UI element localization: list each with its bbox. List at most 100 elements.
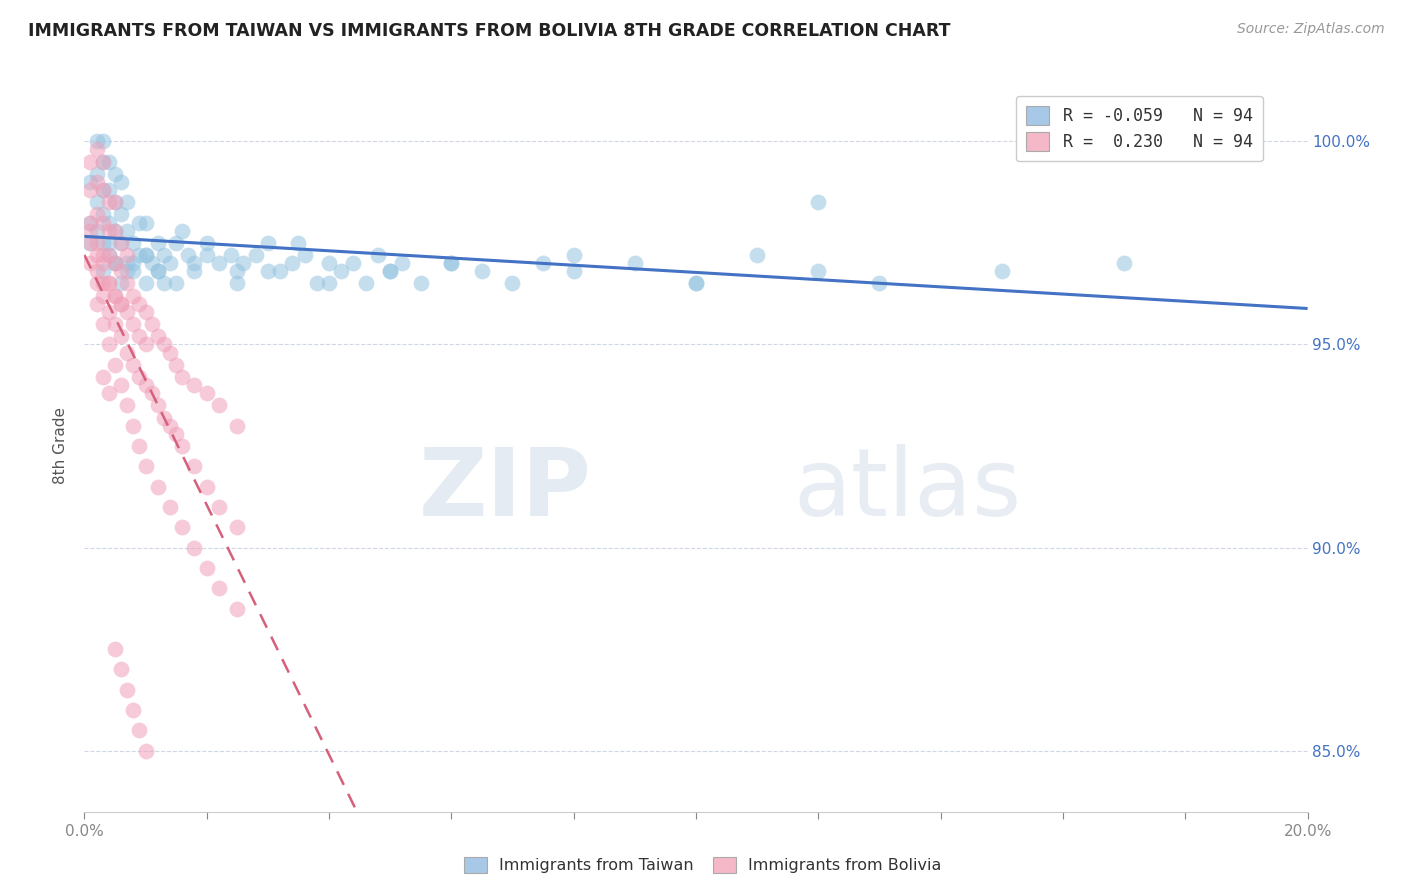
Text: Source: ZipAtlas.com: Source: ZipAtlas.com (1237, 22, 1385, 37)
Point (135, 459, 157, 474)
Point (122, 264, 145, 278)
Point (128, 248, 150, 262)
Point (195, 235, 218, 250)
Point (110, 329, 132, 343)
Point (159, 256, 181, 270)
Point (318, 277, 340, 291)
Point (104, 358, 127, 372)
Point (104, 195, 127, 210)
Point (141, 256, 163, 270)
Point (153, 248, 176, 262)
Point (79, 215, 101, 229)
Point (195, 386, 218, 401)
Point (685, 277, 707, 291)
Point (991, 264, 1014, 278)
Point (91, 154, 114, 169)
Point (135, 248, 157, 262)
Point (86, 235, 108, 250)
Point (159, 345, 181, 359)
Point (91, 370, 114, 384)
Point (183, 541, 205, 555)
Point (226, 418, 249, 433)
Text: IMMIGRANTS FROM TAIWAN VS IMMIGRANTS FROM BOLIVIA 8TH GRADE CORRELATION CHART: IMMIGRANTS FROM TAIWAN VS IMMIGRANTS FRO… (28, 22, 950, 40)
Point (146, 264, 169, 278)
Point (97, 183, 120, 197)
Point (305, 277, 328, 291)
Point (471, 264, 494, 278)
Point (159, 418, 181, 433)
Point (79, 224, 101, 238)
Point (183, 378, 205, 392)
Point (104, 195, 127, 210)
Point (208, 256, 231, 270)
Point (1114, 256, 1136, 270)
Point (91, 256, 114, 270)
Point (122, 703, 145, 717)
Point (97, 195, 120, 210)
Point (135, 215, 157, 229)
Point (86, 195, 108, 210)
Point (128, 215, 150, 229)
Point (183, 264, 205, 278)
Point (97, 305, 120, 319)
Point (110, 277, 132, 291)
Point (257, 264, 280, 278)
Point (91, 215, 114, 229)
Point (226, 601, 249, 615)
Point (91, 288, 114, 302)
Point (97, 386, 120, 401)
Text: ZIP: ZIP (419, 444, 592, 536)
Point (165, 358, 187, 372)
Point (135, 305, 157, 319)
Point (97, 235, 120, 250)
Point (104, 167, 127, 181)
Point (97, 224, 120, 238)
Point (91, 277, 114, 291)
Point (122, 358, 145, 372)
Point (91, 235, 114, 250)
Point (86, 248, 108, 262)
Point (86, 175, 108, 189)
Point (232, 256, 254, 270)
Point (91, 134, 114, 148)
Point (159, 500, 181, 514)
Point (135, 744, 157, 758)
Point (685, 277, 707, 291)
Point (318, 256, 340, 270)
Point (562, 248, 585, 262)
Point (146, 264, 169, 278)
Point (97, 337, 120, 351)
Point (104, 224, 127, 238)
Point (115, 256, 138, 270)
Point (115, 277, 138, 291)
Point (807, 264, 830, 278)
Point (110, 297, 132, 311)
Point (115, 195, 138, 210)
Point (281, 256, 304, 270)
Point (153, 410, 176, 425)
Point (172, 439, 194, 453)
Point (110, 175, 132, 189)
Point (195, 248, 218, 262)
Point (79, 175, 101, 189)
Point (122, 235, 145, 250)
Point (135, 248, 157, 262)
Point (183, 459, 205, 474)
Point (104, 317, 127, 331)
Point (79, 183, 101, 197)
Point (135, 337, 157, 351)
Point (269, 264, 291, 278)
Point (146, 329, 169, 343)
Point (172, 224, 194, 238)
Point (128, 723, 150, 738)
Point (208, 500, 231, 514)
Point (86, 277, 108, 291)
Point (110, 378, 132, 392)
Point (146, 398, 169, 412)
Point (153, 277, 176, 291)
Point (135, 277, 157, 291)
Point (294, 248, 316, 262)
Point (128, 297, 150, 311)
Point (245, 248, 267, 262)
Point (91, 207, 114, 221)
